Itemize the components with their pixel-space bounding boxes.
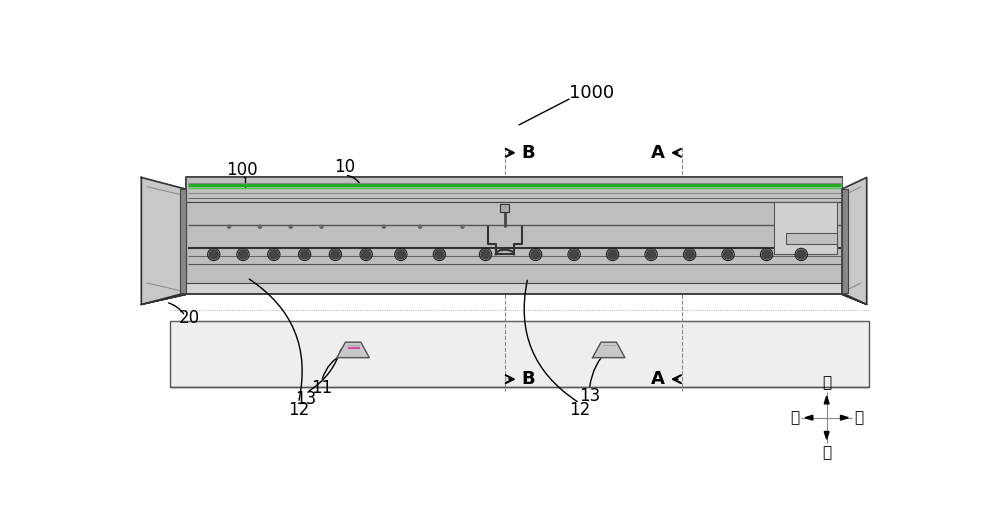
Text: 10: 10 — [334, 158, 355, 177]
Polygon shape — [337, 342, 369, 358]
Circle shape — [396, 250, 405, 259]
Circle shape — [209, 250, 218, 259]
Circle shape — [461, 225, 464, 228]
Polygon shape — [805, 415, 813, 420]
Bar — [186, 177, 842, 202]
Circle shape — [258, 225, 261, 228]
Text: 13: 13 — [296, 390, 317, 408]
Circle shape — [362, 250, 371, 259]
Polygon shape — [593, 342, 625, 358]
Circle shape — [531, 250, 540, 259]
Text: 12: 12 — [288, 401, 309, 419]
Circle shape — [320, 225, 323, 228]
Bar — [186, 202, 842, 283]
Circle shape — [289, 225, 292, 228]
Bar — [774, 202, 837, 254]
Text: B: B — [522, 370, 535, 388]
Circle shape — [228, 225, 231, 228]
Text: 上: 上 — [822, 375, 831, 390]
Circle shape — [797, 250, 806, 259]
Circle shape — [481, 250, 490, 259]
Text: A: A — [651, 144, 665, 162]
Text: 100: 100 — [226, 161, 257, 179]
Polygon shape — [842, 295, 867, 305]
Polygon shape — [824, 432, 829, 439]
Text: B: B — [522, 144, 535, 162]
Circle shape — [646, 250, 656, 259]
Text: 20: 20 — [179, 308, 200, 326]
Polygon shape — [841, 415, 848, 420]
Text: 左: 左 — [790, 410, 799, 425]
Text: 13: 13 — [579, 387, 600, 405]
Text: 1000: 1000 — [569, 84, 614, 102]
Polygon shape — [842, 177, 867, 305]
Circle shape — [238, 250, 248, 259]
Bar — [180, 189, 186, 293]
Circle shape — [419, 225, 422, 228]
Bar — [786, 233, 837, 244]
Circle shape — [723, 250, 733, 259]
Circle shape — [300, 250, 309, 259]
Circle shape — [685, 250, 694, 259]
Bar — [500, 204, 509, 212]
Circle shape — [762, 250, 771, 259]
Circle shape — [569, 250, 579, 259]
Bar — [842, 189, 848, 293]
Circle shape — [435, 250, 444, 259]
Circle shape — [331, 250, 340, 259]
Text: A: A — [651, 370, 665, 388]
Text: 11: 11 — [311, 379, 332, 397]
Circle shape — [269, 250, 278, 259]
Bar — [186, 177, 842, 295]
Polygon shape — [141, 177, 185, 305]
Bar — [170, 322, 869, 387]
Text: 12: 12 — [569, 401, 590, 419]
Text: 下: 下 — [822, 445, 831, 460]
Polygon shape — [824, 396, 829, 404]
Polygon shape — [141, 295, 186, 305]
Circle shape — [382, 225, 385, 228]
Text: 右: 右 — [854, 410, 864, 425]
Circle shape — [608, 250, 617, 259]
